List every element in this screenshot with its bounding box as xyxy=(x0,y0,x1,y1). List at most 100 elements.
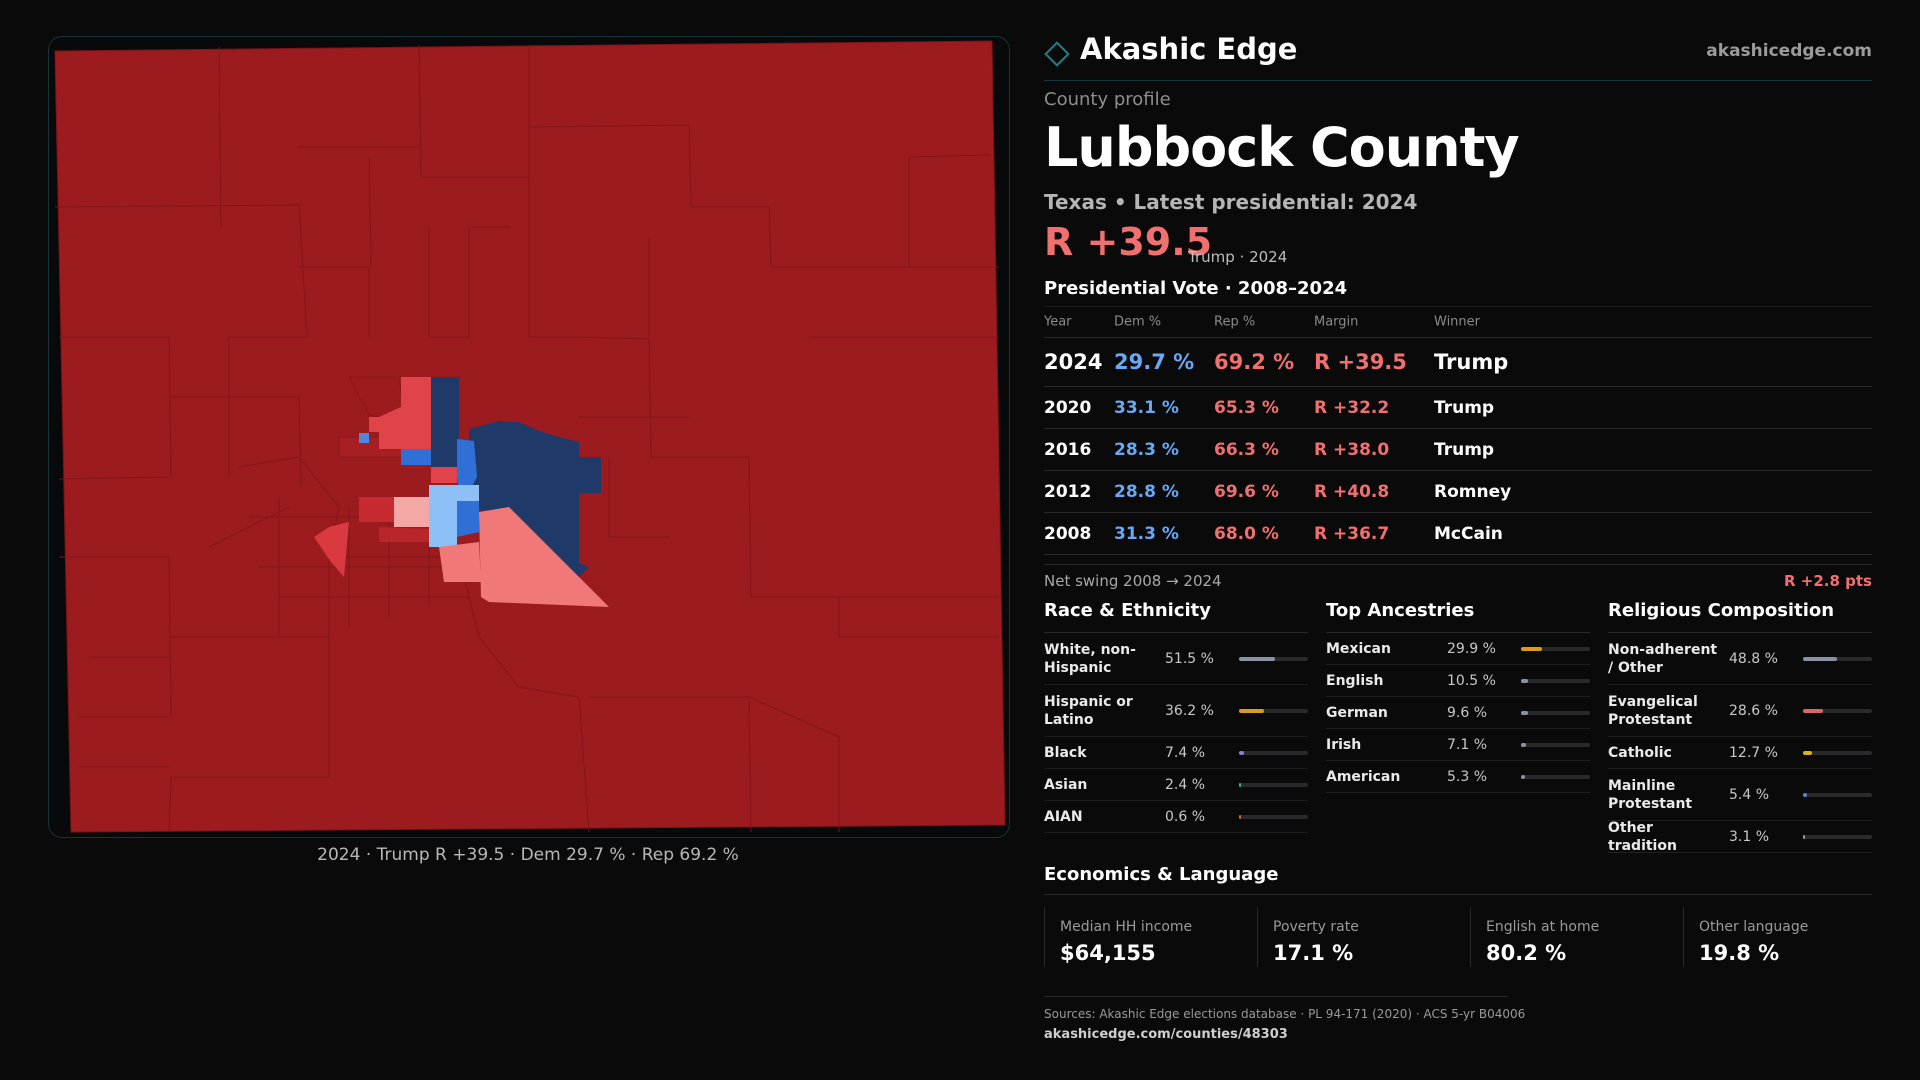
item-value: 0.6 % xyxy=(1165,808,1206,825)
precinct-boundaries xyxy=(54,44,999,833)
share-bar xyxy=(1239,750,1308,755)
item-value: 2.4 % xyxy=(1165,776,1206,793)
item-label: Other tradition xyxy=(1608,819,1677,854)
headline-margin-note: Trump · 2024 xyxy=(1188,248,1288,266)
sources-url-link[interactable]: akashicedge.com/counties/48303 xyxy=(1044,1027,1288,1042)
stat-value: 17.1 % xyxy=(1273,941,1354,965)
item-value: 5.4 % xyxy=(1729,786,1770,803)
list-item: American 5.3 % xyxy=(1326,761,1590,793)
cell-margin: R +32.2 xyxy=(1314,397,1390,418)
cell-year: 2016 xyxy=(1044,439,1092,460)
share-bar-fill xyxy=(1239,750,1244,755)
cell-margin: R +40.8 xyxy=(1314,481,1390,502)
table-row: 2020 33.1 % 65.3 % R +32.2 Trump xyxy=(1044,387,1872,429)
cell-dem: 28.3 % xyxy=(1114,439,1179,460)
share-bar xyxy=(1239,814,1308,819)
stat-card: Median HH income $64,155 xyxy=(1044,907,1235,967)
brand-url-link[interactable]: akashicedge.com xyxy=(1706,41,1872,61)
precinct[interactable] xyxy=(369,417,379,432)
header-rep: Rep % xyxy=(1214,314,1256,330)
headline-margin: R +39.5 xyxy=(1044,220,1213,264)
share-bar-fill xyxy=(1521,774,1525,779)
vote-table-header: Year Dem % Rep % Margin Winner xyxy=(1044,307,1872,338)
net-swing-value: R +2.8 pts xyxy=(1784,572,1872,590)
share-bar xyxy=(1521,710,1590,715)
share-bar xyxy=(1803,708,1872,713)
precinct[interactable] xyxy=(457,501,479,537)
item-label: Mexican xyxy=(1326,640,1391,657)
city-precincts[interactable] xyxy=(314,376,609,607)
cell-dem: 29.7 % xyxy=(1114,350,1195,374)
precinct[interactable] xyxy=(314,522,349,577)
share-bar xyxy=(1239,708,1308,713)
share-bar-fill xyxy=(1803,656,1837,661)
stat-label: Median HH income xyxy=(1060,919,1193,935)
cell-rep: 68.0 % xyxy=(1214,523,1279,544)
precinct[interactable] xyxy=(401,449,431,465)
precinct[interactable] xyxy=(431,467,457,483)
sources-text: Sources: Akashic Edge elections database… xyxy=(1044,1007,1526,1021)
item-value: 9.6 % xyxy=(1447,704,1488,721)
stat-card: English at home 80.2 % xyxy=(1470,907,1661,967)
page-title: Lubbock County xyxy=(1044,116,1520,179)
cell-dem: 31.3 % xyxy=(1114,523,1179,544)
stat-value: $64,155 xyxy=(1060,941,1156,965)
county-map[interactable] xyxy=(48,36,1010,838)
item-label: German xyxy=(1326,704,1388,721)
item-label: Asian xyxy=(1044,776,1088,793)
brand-name: Akashic Edge xyxy=(1080,32,1298,66)
cell-year: 2020 xyxy=(1044,397,1092,418)
cell-winner: Trump xyxy=(1434,397,1495,418)
item-label: Non-adherent / Other xyxy=(1608,641,1718,676)
diamond-logo-icon xyxy=(1044,41,1070,67)
economics-stats: Median HH income $64,155 Poverty rate 17… xyxy=(1044,894,1872,967)
list-item: Non-adherent / Other 48.8 % xyxy=(1608,633,1872,685)
stat-label: English at home xyxy=(1486,919,1600,935)
item-label: Mainline Protestant xyxy=(1608,777,1693,812)
cell-dem: 28.8 % xyxy=(1114,481,1179,502)
list-item: Mexican 29.9 % xyxy=(1326,633,1590,665)
precinct[interactable] xyxy=(457,439,477,492)
precinct[interactable] xyxy=(431,377,459,475)
share-bar-fill xyxy=(1803,750,1812,755)
sources-footer: Sources: Akashic Edge elections database… xyxy=(1044,996,1526,1042)
cell-winner: Trump xyxy=(1434,350,1509,374)
precinct-map-svg[interactable] xyxy=(49,37,1009,837)
page-eyebrow: County profile xyxy=(1044,89,1171,110)
cell-rep: 69.2 % xyxy=(1214,350,1295,374)
share-bar xyxy=(1239,656,1308,661)
share-bar-fill xyxy=(1239,656,1275,661)
table-row: 2016 28.3 % 66.3 % R +38.0 Trump xyxy=(1044,429,1872,471)
precinct[interactable] xyxy=(379,407,401,449)
item-label: Black xyxy=(1044,744,1087,761)
map-caption: 2024 · Trump R +39.5 · Dem 29.7 % · Rep … xyxy=(317,845,739,865)
precinct[interactable] xyxy=(394,497,429,527)
precinct[interactable] xyxy=(401,377,431,449)
precinct[interactable] xyxy=(479,507,609,607)
cell-rep: 65.3 % xyxy=(1214,397,1279,418)
precinct[interactable] xyxy=(359,433,369,443)
precinct[interactable] xyxy=(359,497,394,522)
cell-year: 2012 xyxy=(1044,481,1092,502)
share-bar-fill xyxy=(1239,782,1241,787)
stat-label: Poverty rate xyxy=(1273,919,1359,935)
stat-value: 80.2 % xyxy=(1486,941,1567,965)
stat-card: Poverty rate 17.1 % xyxy=(1257,907,1448,967)
item-label: Hispanic or Latino xyxy=(1044,693,1133,728)
precinct[interactable] xyxy=(469,421,601,577)
section-title: Race & Ethnicity xyxy=(1044,600,1308,633)
net-swing-row: Net swing 2008 → 2024 R +2.8 pts xyxy=(1044,564,1872,595)
section-title: Religious Composition xyxy=(1608,600,1872,633)
list-item: White, non-Hispanic 51.5 % xyxy=(1044,633,1308,685)
stat-label: Other language xyxy=(1699,919,1809,935)
share-bar xyxy=(1521,646,1590,651)
precinct[interactable] xyxy=(429,485,479,501)
item-value: 10.5 % xyxy=(1447,672,1496,689)
item-label: White, non-Hispanic xyxy=(1044,641,1136,676)
precinct[interactable] xyxy=(439,542,481,582)
share-bar xyxy=(1803,750,1872,755)
cell-dem: 33.1 % xyxy=(1114,397,1179,418)
share-bar-fill xyxy=(1803,834,1805,839)
precinct[interactable] xyxy=(429,501,457,547)
precinct[interactable] xyxy=(379,527,429,542)
